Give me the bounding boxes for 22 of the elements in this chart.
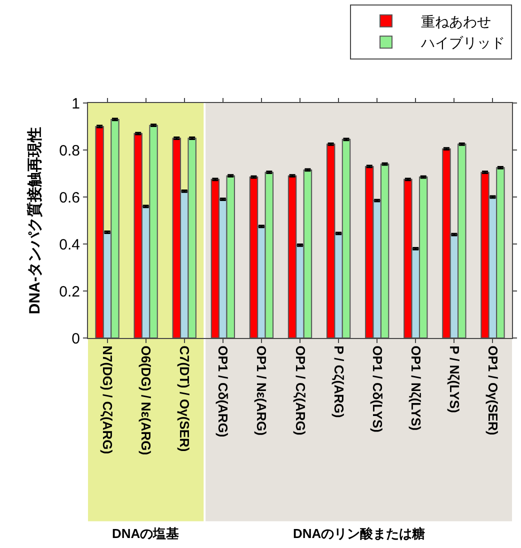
y-tick-label: 0.4 [59, 236, 80, 254]
x-tick-label: P / Nζ(LYS) [446, 346, 462, 414]
x-tick-label: OP1 / Nζ(LYS) [408, 346, 424, 431]
legend-label: 重ねあわせ [421, 13, 491, 30]
y-tick-label: 0.8 [59, 142, 80, 160]
x-tick-label: OP1 / Cδ(LYS) [370, 346, 385, 432]
legend-label: ハイブリッド [420, 34, 505, 51]
x-tick-label: OP1 / Nε(ARG) [254, 346, 270, 436]
x-tick-label: OP1 / Cδ(ARG) [216, 346, 231, 438]
y-tick-label: 0.6 [59, 189, 80, 206]
x-tick-label: C7(DT) / Oγ(SER) [177, 346, 192, 452]
x-tick-label: O6(DG) / Nε(ARG) [138, 346, 154, 456]
band-label: DNAのリン酸または糖 [293, 526, 426, 541]
y-tick-label: 0.2 [59, 283, 80, 300]
y-tick-label: 0 [72, 330, 80, 348]
band-label: DNAの塩基 [112, 526, 180, 541]
x-tick-label: N7(DG) / Cζ(ARG) [100, 346, 116, 454]
x-tick-label: OP1 / Cζ(ARG) [292, 346, 308, 436]
y-axis-title: DNA-タンパク質接触再現性 [25, 126, 44, 314]
y-tick-label: 1 [72, 95, 80, 112]
x-tick-label: P / Cζ(ARG) [331, 346, 346, 418]
x-tick-label: OP1 / Oγ(SER) [486, 346, 501, 436]
